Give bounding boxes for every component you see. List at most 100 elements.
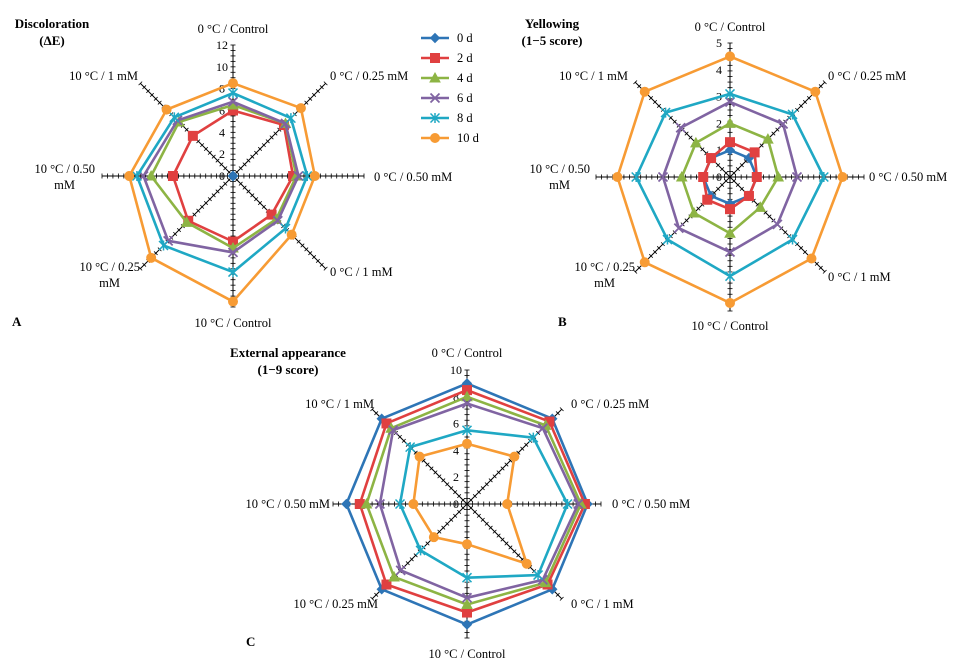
legend-marker [429,92,441,104]
radar-tick [196,139,201,144]
radar-tick [536,430,541,435]
series-4-d [675,117,785,238]
radar-tick [468,505,473,510]
radar-tick [319,262,324,267]
radar-tick [319,85,324,90]
data-point [161,104,172,115]
radar-tick [755,202,760,207]
radar-tick [449,517,454,522]
radar-tick [775,127,780,132]
axis-label: 10 °C / Control [692,319,769,333]
data-point [751,172,762,182]
radar-tick [696,206,701,211]
radar-tick [234,177,239,182]
radar-tick [822,80,827,85]
radar-panel-c: 0 2 4 6 8 10 0 °C / Control 0 °C / 0.25 mM 0 °C … [230,345,690,659]
axis-label: 0 °C / 0.25 mM [828,69,906,83]
data-point [521,558,532,569]
radar-tick [508,545,513,550]
radar-tick [312,255,317,260]
radar-tick [370,407,375,412]
data-point [228,78,238,89]
data-point [145,169,157,181]
series-0-d [227,170,239,182]
data-point [725,297,735,308]
data-point [725,137,735,148]
axis-label: 10 °C / 0.50 mM [34,162,95,192]
data-point [461,592,473,603]
radar-tick [684,131,689,136]
radar-tick [668,115,673,120]
data-point [787,234,798,245]
data-point [341,498,352,510]
axis-label: 10 °C / Control [195,316,272,330]
radar-tick [223,166,228,171]
data-point [374,498,386,510]
radar-tick [453,513,458,518]
radar-tick [441,525,446,530]
radar-tick [500,537,505,542]
radar-tick [795,242,800,247]
radar-tick [323,266,328,271]
radar-tick [559,407,564,412]
radar-tick [437,474,442,479]
legend-marker [429,71,441,83]
radar-tick-label: 0 [716,170,722,184]
radar-tick-label: 4 [453,443,459,457]
radar-tick [445,521,450,526]
radar-tick-label: 4 [219,125,225,139]
legend: 0 d 2 d 4 d 6 d 8 d 10 d [421,31,480,145]
radar-tick [504,541,509,546]
data-point [461,398,473,409]
radar-tick [250,193,255,198]
radar-tick [441,478,446,483]
data-point [724,144,736,156]
data-point [187,130,198,141]
radar-tick [731,178,736,183]
radar-tick [461,505,466,510]
panel-letter: A [12,314,22,329]
radar-tick [555,411,560,416]
chart-title: External appearance (1−9 score) [230,345,346,377]
series-6-d [657,96,803,258]
radar-tick [799,246,804,251]
radar-tick [397,434,402,439]
data-point [227,96,239,107]
radar-tick [211,154,216,159]
radar-tick [409,557,414,562]
data-point [724,227,736,238]
axis-label: 10 °C / 0.25 mM [293,597,378,611]
legend-label: 8 d [457,111,473,125]
radar-tick [672,119,677,124]
radar-tick [173,231,178,236]
radar-tick-label: 10 [216,60,228,74]
radar-tick [656,246,661,251]
data-point [777,118,789,130]
radar-tick [488,525,493,530]
radar-tick [739,186,744,191]
radar-tick [142,262,147,267]
radar-tick [437,529,442,534]
data-point [537,423,548,434]
radar-tick [767,214,772,219]
legend-marker [430,133,440,143]
radar-tick [472,509,477,514]
data-point [285,113,296,124]
radar-tick [652,249,658,255]
data-point [461,598,473,609]
radar-tick [227,177,232,182]
data-point [227,88,239,99]
radar-tick [207,150,212,155]
data-point [388,570,400,582]
radar-tick [492,474,497,479]
radar-tick [818,265,823,270]
data-point [688,206,700,218]
radar-tick [211,193,216,198]
data-point [293,170,304,182]
radar-tick [660,242,665,247]
series-8-d [394,425,573,583]
radar-tick-label: 10 [450,363,462,377]
data-point [286,229,297,240]
radar-tick [700,147,705,152]
